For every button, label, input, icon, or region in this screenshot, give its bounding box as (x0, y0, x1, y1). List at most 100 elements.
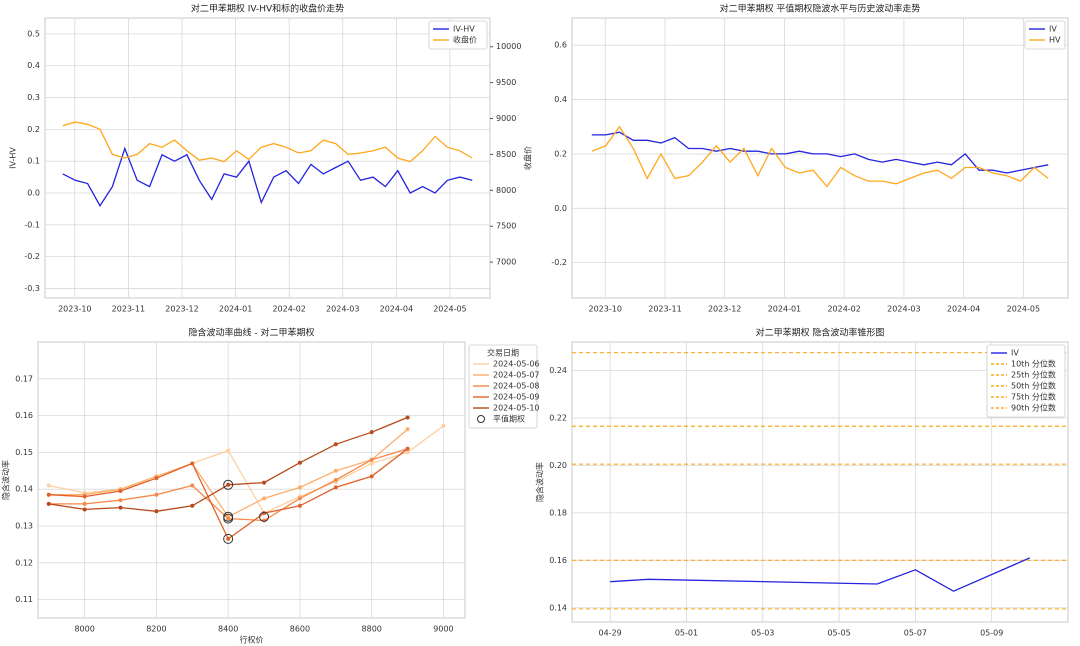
x-tick-label: 2024-02 (272, 305, 305, 314)
y-tick-label: 0.1 (27, 157, 40, 166)
x-tick-label: 2023-12 (708, 305, 741, 314)
plot-frame (44, 17, 491, 299)
y2-tick-label: 9500 (496, 78, 516, 87)
y-tick-label: -0.2 (551, 258, 567, 267)
y-tick-label: -0.1 (24, 220, 40, 229)
y-tick-label: 0.5 (27, 29, 40, 38)
point (190, 483, 195, 488)
series-line (591, 125, 1049, 188)
x-tick-label: 05-05 (827, 629, 850, 638)
point (333, 485, 338, 490)
chart-title: 对二甲苯期权 平值期权隐波水平与历史波动率走势 (720, 3, 921, 15)
point (190, 461, 195, 466)
y-tick-label: 0.14 (549, 603, 567, 612)
point (333, 468, 338, 473)
x-tick-label: 05-03 (751, 629, 774, 638)
x-tick-label: 2024-03 (887, 305, 920, 314)
y2-axis-label: 收盘价 (523, 146, 533, 170)
point (118, 489, 123, 494)
y-axis-label: IV-HV (9, 147, 18, 169)
point (297, 496, 302, 501)
chart-panel: 对二甲苯期权 IV-HV和标的收盘价走势 -0.3 -0.2 -0.1 0.0 0.1 0.… (9, 3, 533, 314)
chart-panel: 隐含波动率曲线 - 对二甲苯期权 0.11 0.12 0.13 0.14 0.15 0.16… (1, 327, 540, 645)
x-tick-label: 8200 (146, 625, 166, 634)
point (82, 507, 87, 512)
x-tick-label: 2023-11 (112, 305, 145, 314)
y2-tick-label: 7000 (496, 258, 516, 267)
point (333, 442, 338, 447)
legend-box (468, 344, 538, 429)
point (154, 476, 159, 481)
series-line (62, 121, 473, 163)
point (297, 503, 302, 508)
y-tick-label: 0.2 (27, 125, 40, 134)
y-tick-label: 0.6 (554, 41, 567, 50)
point (226, 482, 231, 487)
chart-title: 隐含波动率曲线 - 对二甲苯期权 (189, 327, 315, 339)
point (82, 501, 87, 506)
x-tick-label: 2024-03 (326, 305, 359, 314)
point (262, 511, 267, 516)
x-tick-label: 05-07 (904, 629, 927, 638)
point (46, 501, 51, 506)
x-tick-label: 2024-04 (380, 305, 413, 314)
plot-frame (571, 341, 1069, 623)
y-tick-label: 0.24 (549, 366, 567, 375)
x-tick-label: 8800 (362, 625, 382, 634)
y-tick-label: 0.13 (15, 522, 33, 531)
legend-label: 2024-05-08 (493, 382, 540, 391)
legend-box (1024, 20, 1066, 50)
y2-tick-label: 7500 (496, 222, 516, 231)
point (262, 480, 267, 485)
point (226, 448, 231, 453)
x-tick-label: 04-29 (599, 629, 622, 638)
x-tick-label: 2024-02 (827, 305, 860, 314)
x-tick-label: 2023-11 (648, 305, 681, 314)
series-line (48, 425, 444, 514)
legend-label: IV-HV (453, 25, 475, 34)
y-tick-label: 0.15 (15, 448, 33, 457)
legend-label: 50th 分位数 (1011, 381, 1056, 391)
chart-panel: 对二甲苯期权 平值期权隐波水平与历史波动率走势 -0.2 0.0 0.2 0.4 0.6 2… (551, 3, 1069, 314)
point (46, 492, 51, 497)
chart-title: 对二甲苯期权 隐含波动率锥形图 (756, 327, 885, 339)
legend-label: 10th 分位数 (1011, 359, 1056, 369)
x-tick-label: 2023-10 (58, 305, 91, 314)
y-tick-label: 0.12 (15, 558, 33, 567)
y-axis-label: 隐含波动率 (535, 462, 545, 502)
legend-label: 2024-05-10 (493, 404, 540, 413)
y2-tick-label: 9000 (496, 114, 516, 123)
series-line (62, 146, 473, 207)
series-line (591, 131, 1049, 174)
legend-box (428, 20, 488, 50)
point (441, 423, 446, 428)
x-tick-label: 2024-05 (433, 305, 466, 314)
y-tick-label: 0.4 (27, 61, 40, 70)
point (154, 509, 159, 514)
plot-frame (37, 341, 466, 619)
series-line (610, 557, 1031, 592)
y2-tick-label: 10000 (496, 42, 521, 51)
legend-label: 2024-05-07 (493, 371, 540, 380)
atm-marker (223, 533, 234, 544)
point (369, 474, 374, 479)
y-tick-label: 0.4 (554, 95, 567, 104)
chart-title: 对二甲苯期权 IV-HV和标的收盘价走势 (191, 3, 344, 15)
point (369, 430, 374, 435)
point (369, 461, 374, 466)
point (262, 496, 267, 501)
legend-label: 平值期权 (493, 414, 525, 424)
legend-label: 90th 分位数 (1011, 403, 1056, 413)
legend-label: IV (1011, 349, 1019, 358)
legend-label: 75th 分位数 (1011, 392, 1056, 402)
y-tick-label: -0.3 (24, 284, 40, 293)
x-tick-label: 8400 (218, 625, 238, 634)
y-tick-label: 0.0 (27, 189, 40, 198)
point (405, 450, 410, 455)
y-tick-label: 0.17 (15, 374, 33, 383)
x-tick-label: 8000 (74, 625, 94, 634)
atm-marker (223, 479, 234, 490)
point (190, 503, 195, 508)
legend-label: IV (1049, 25, 1057, 34)
y-tick-label: 0.16 (549, 556, 567, 565)
